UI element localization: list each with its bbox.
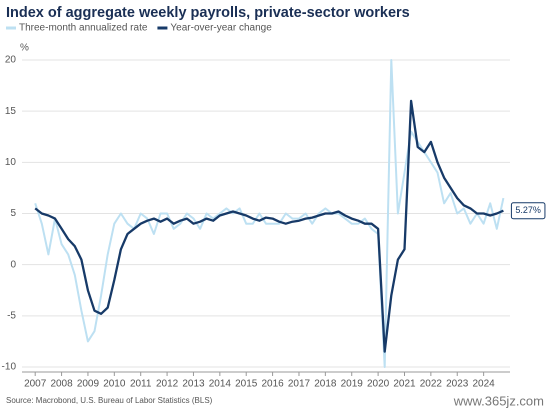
x-tick-label: 2012 [156,379,179,390]
y-tick-label: 20 [5,55,17,66]
x-tick-label: 2023 [446,379,469,390]
x-tick-label: 2022 [420,379,443,390]
x-tick-label: 2010 [103,379,126,390]
series-line [34,59,505,368]
x-tick-label: 2020 [367,379,390,390]
series-line [34,99,504,353]
x-tick-label: 2018 [314,379,337,390]
x-tick-label: 2007 [24,379,47,390]
watermark: www.365jz.com [453,393,544,408]
y-tick-label: -5 [7,310,16,321]
x-tick-label: 2017 [288,379,311,390]
legend-label: Year-over-year change [170,23,272,34]
x-tick-label: 2021 [393,379,416,390]
value-label-box [510,202,546,220]
x-tick-label: 2019 [341,379,364,390]
x-tick-label: 2015 [235,379,258,390]
y-tick-label: -10 [2,362,17,373]
legend-label: Three-month annualized rate [19,23,148,34]
y-tick-label: 5 [10,208,16,219]
value-label: 5.27% [515,205,541,215]
y-tick-label: 15 [5,106,17,117]
y-tick-label: 10 [5,157,17,168]
x-tick-label: 2011 [130,379,152,390]
y-tick-label: 0 [10,259,16,270]
chart-title: Index of aggregate weekly payrolls, priv… [6,5,410,21]
y-axis-label: % [20,43,29,54]
x-tick-label: 2014 [209,379,232,390]
x-tick-label: 2016 [261,379,284,390]
x-tick-label: 2009 [77,379,100,390]
x-tick-label: 2024 [472,379,495,390]
source: Source: Macrobond, U.S. Bureau of Labor … [6,396,213,405]
x-tick-label: 2008 [50,379,73,390]
x-tick-label: 2013 [182,379,205,390]
